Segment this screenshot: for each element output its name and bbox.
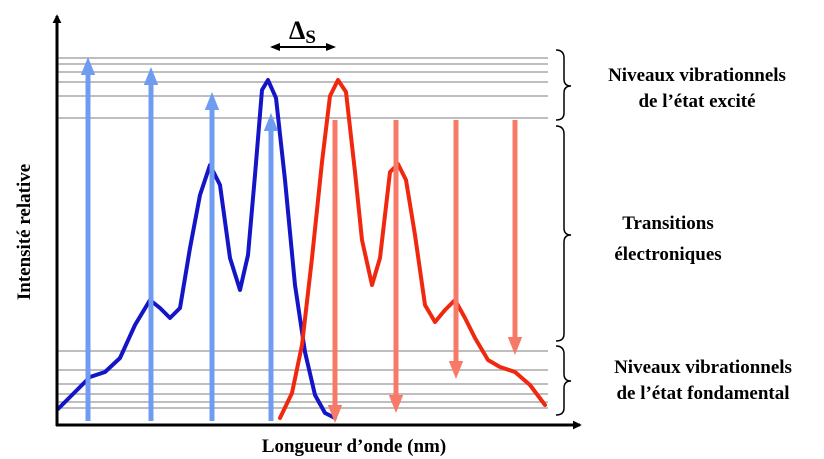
stokes-shift-label: ΔS bbox=[289, 16, 316, 48]
ground-levels-brace bbox=[555, 345, 572, 416]
y-axis-label: Intensité relative bbox=[14, 164, 35, 300]
absorption-spectrum-curve bbox=[56, 78, 337, 420]
ground-levels-label-line2: de l’état fondamental bbox=[616, 383, 789, 404]
stokes-shift-delta: Δ bbox=[289, 16, 305, 45]
excited-levels-brace bbox=[555, 49, 572, 121]
x-axis-label: Longueur d’onde (nm) bbox=[262, 436, 446, 457]
emission-spectrum-curve bbox=[278, 78, 547, 420]
transitions-label-line2: électroniques bbox=[614, 244, 721, 265]
absorption-arrows bbox=[80, 57, 279, 421]
excited-levels-label-line2: de l’état excité bbox=[638, 91, 755, 112]
ground-levels-label-line1: Niveaux vibrationnels bbox=[614, 357, 792, 378]
stokes-shift-subscript: S bbox=[305, 27, 316, 48]
transitions-brace bbox=[555, 125, 572, 342]
excited-state-levels bbox=[57, 57, 548, 119]
emission-arrows bbox=[327, 120, 523, 423]
transitions-label-line1: Transitions bbox=[622, 213, 714, 234]
ground-state-levels bbox=[57, 350, 548, 409]
excited-levels-label-line1: Niveaux vibrationnels bbox=[608, 65, 786, 86]
